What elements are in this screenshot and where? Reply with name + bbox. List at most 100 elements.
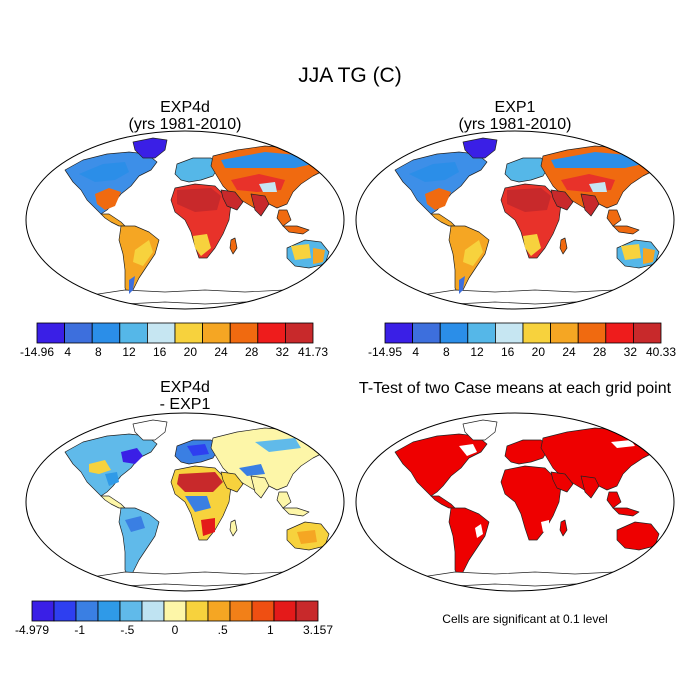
colorbar-tick-label: 41.73 bbox=[297, 345, 329, 359]
colorbar-swatch bbox=[36, 322, 66, 344]
colorbar-labels-exp4d: -14.96 4 8 12 16 20 24 28 32 41.73 bbox=[20, 345, 328, 361]
colorbar-exp1 bbox=[384, 322, 662, 344]
colorbar-tick-label: 12 bbox=[470, 345, 484, 359]
colorbar-tick-label: 16 bbox=[152, 345, 167, 359]
colorbar-swatch bbox=[605, 322, 634, 344]
continent-antarctica bbox=[414, 571, 646, 587]
colorbar-tick-label: 32 bbox=[275, 345, 290, 359]
colorbar-swatch bbox=[295, 600, 319, 622]
continent-seAsia bbox=[276, 209, 292, 227]
region-overlay bbox=[459, 276, 465, 294]
region-overlay bbox=[177, 472, 223, 492]
continent-seAsia bbox=[606, 491, 622, 509]
region-overlay bbox=[125, 516, 145, 532]
region-overlay bbox=[177, 188, 221, 212]
colorbar-tick-label: 1 bbox=[266, 623, 274, 637]
map-border bbox=[355, 412, 675, 592]
region-overlay bbox=[541, 520, 549, 532]
panel-title-line1: EXP4d bbox=[160, 99, 210, 116]
continent-arabia bbox=[220, 189, 244, 211]
panel-title-exp4d: EXP4d (yrs 1981-2010) bbox=[40, 99, 330, 133]
colorbar-tick-label: 12 bbox=[122, 345, 136, 359]
panel-title-line2: (yrs 1981-2010) bbox=[458, 116, 572, 133]
continent-antarctica bbox=[84, 571, 316, 587]
colorbar-swatch bbox=[495, 322, 524, 344]
continent-arabia bbox=[550, 189, 574, 211]
map-border bbox=[25, 130, 345, 310]
region-overlay bbox=[255, 438, 301, 452]
colorbar-swatch bbox=[439, 322, 469, 344]
region-overlay bbox=[291, 244, 311, 260]
colorbar-swatch bbox=[147, 322, 176, 344]
map-exp1 bbox=[355, 130, 675, 310]
continent-indonesia bbox=[282, 225, 310, 235]
colorbar-swatch bbox=[31, 600, 55, 622]
panel-title-exp1: EXP1 (yrs 1981-2010) bbox=[370, 99, 660, 133]
panel-title-line1: EXP4d bbox=[160, 379, 210, 396]
colorbar-tick-label: 8 bbox=[94, 345, 102, 359]
colorbar-tick-label: 40.33 bbox=[645, 345, 677, 359]
region-overlay bbox=[313, 248, 325, 264]
colorbar-swatch bbox=[550, 322, 579, 344]
colorbar-exp4d bbox=[36, 322, 314, 344]
colorbar-swatch bbox=[632, 322, 662, 344]
colorbar-swatch bbox=[119, 322, 148, 344]
region-overlay bbox=[129, 276, 135, 294]
colorbar-swatch bbox=[229, 322, 259, 344]
region-overlay bbox=[425, 188, 451, 210]
region-overlay bbox=[105, 472, 119, 486]
map-border bbox=[25, 412, 345, 592]
continent-madagascar bbox=[229, 519, 238, 537]
region-overlay bbox=[589, 182, 607, 192]
map-exp4d bbox=[25, 130, 345, 310]
region-overlay bbox=[297, 530, 317, 544]
colorbar-labels-diff: -4.979 -1 -.5 0 .5 1 3.157 bbox=[15, 623, 333, 639]
colorbar-tick-label: 16 bbox=[500, 345, 515, 359]
colorbar-diff bbox=[31, 600, 319, 622]
region-overlay bbox=[621, 244, 641, 260]
continent-madagascar bbox=[559, 519, 568, 537]
region-overlay bbox=[409, 162, 459, 182]
region-overlay bbox=[193, 234, 211, 256]
continent-antarctica bbox=[414, 289, 646, 305]
continent-indonesia bbox=[282, 507, 310, 517]
continent-seAsia bbox=[606, 209, 622, 227]
colorbar-tick-label: -4.979 bbox=[14, 623, 50, 637]
panel-title-line2: (yrs 1981-2010) bbox=[128, 116, 242, 133]
colorbar-tick-label: -1 bbox=[74, 623, 85, 637]
colorbar-tick-label: 24 bbox=[214, 345, 228, 359]
region-overlay bbox=[459, 444, 477, 456]
colorbar-swatch bbox=[75, 600, 99, 622]
colorbar-tick-label: .5 bbox=[217, 623, 228, 637]
colorbar-swatch bbox=[207, 600, 231, 622]
region-overlay bbox=[475, 524, 483, 538]
colorbar-swatch bbox=[97, 600, 121, 622]
continent-india bbox=[250, 475, 270, 499]
colorbar-swatch bbox=[257, 322, 286, 344]
colorbar-tick-label: 32 bbox=[623, 345, 638, 359]
colorbar-swatch bbox=[522, 322, 552, 344]
map-diff bbox=[25, 412, 345, 592]
continent-madagascar bbox=[229, 237, 238, 255]
continent-india bbox=[580, 475, 600, 499]
continent-europe bbox=[174, 157, 220, 183]
colorbar-tick-label: -14.96 bbox=[19, 345, 55, 359]
region-overlay bbox=[201, 518, 215, 536]
map-border bbox=[355, 130, 675, 310]
colorbar-tick-label: 20 bbox=[531, 345, 546, 359]
continent-arabia bbox=[220, 471, 244, 493]
continent-indonesia bbox=[612, 507, 640, 517]
continent-europe bbox=[504, 439, 550, 465]
continent-india bbox=[250, 193, 270, 217]
region-overlay bbox=[95, 188, 121, 210]
continent-northAmerica bbox=[64, 151, 158, 215]
colorbar-swatch bbox=[412, 322, 441, 344]
region-overlay bbox=[463, 240, 483, 266]
region-overlay bbox=[259, 182, 277, 192]
continent-europe bbox=[504, 157, 550, 183]
continent-greenland bbox=[132, 137, 168, 159]
continent-india bbox=[580, 193, 600, 217]
colorbar-tick-label: 4 bbox=[412, 345, 419, 359]
region-overlay bbox=[185, 496, 211, 512]
region-overlay bbox=[79, 162, 129, 182]
